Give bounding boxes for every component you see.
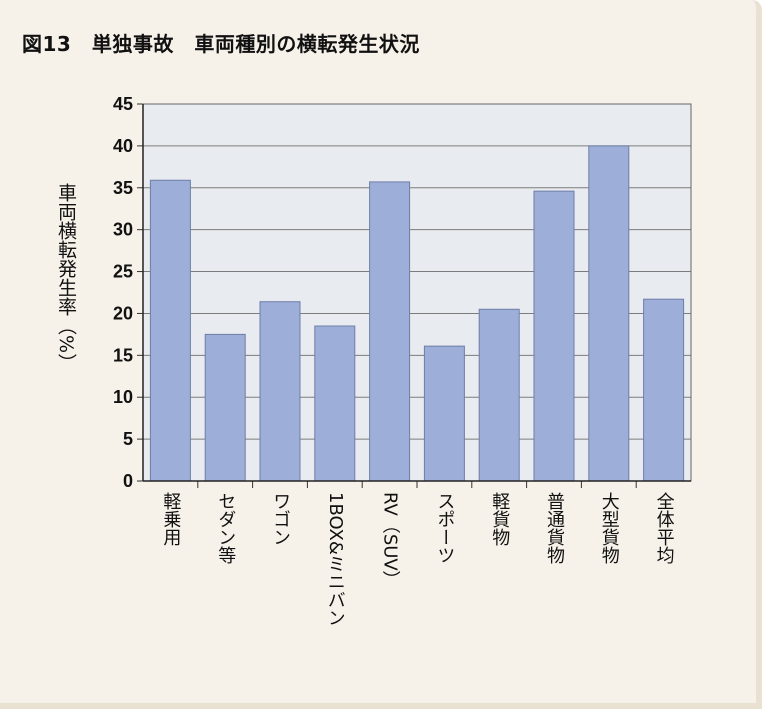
bar xyxy=(588,145,630,482)
x-category-label: 全体平均 xyxy=(653,492,675,564)
x-category-label: 普通貨物 xyxy=(544,492,565,564)
y-tick-label: 25 xyxy=(113,262,133,282)
bar xyxy=(478,308,520,482)
bar xyxy=(533,190,575,482)
y-tick-label: 10 xyxy=(113,387,133,407)
bar xyxy=(204,333,246,482)
x-category-label: スポーツ xyxy=(434,492,456,564)
chart-title: 図13 単独事故 車両種別の横転発生状況 xyxy=(22,32,420,56)
bar xyxy=(643,298,685,482)
x-category-label: RV（SUV） xyxy=(379,492,401,589)
x-category-label: 1BOX&ミニバン xyxy=(324,492,346,627)
bar xyxy=(423,345,465,482)
x-category-label: 軽貨物 xyxy=(489,492,511,546)
bar xyxy=(314,325,356,482)
y-tick-label: 40 xyxy=(113,136,133,156)
y-tick-label: 45 xyxy=(113,94,133,114)
x-category-label: ワゴン xyxy=(270,492,291,546)
y-tick-label: 20 xyxy=(113,303,133,323)
x-category-label: 軽乗用 xyxy=(160,492,182,546)
y-tick-label: 0 xyxy=(123,471,133,491)
y-axis-label: 車両横転発生率（%） xyxy=(55,183,77,373)
y-tick-label: 5 xyxy=(123,429,133,449)
y-tick-label: 15 xyxy=(113,345,133,365)
y-tick-label: 35 xyxy=(113,178,133,198)
y-tick-label: 30 xyxy=(113,220,133,240)
bar xyxy=(369,181,411,482)
bar xyxy=(259,301,301,482)
x-category-label: 大型貨物 xyxy=(598,492,620,564)
x-category-label: セダン等 xyxy=(215,492,237,564)
bar xyxy=(149,179,191,482)
